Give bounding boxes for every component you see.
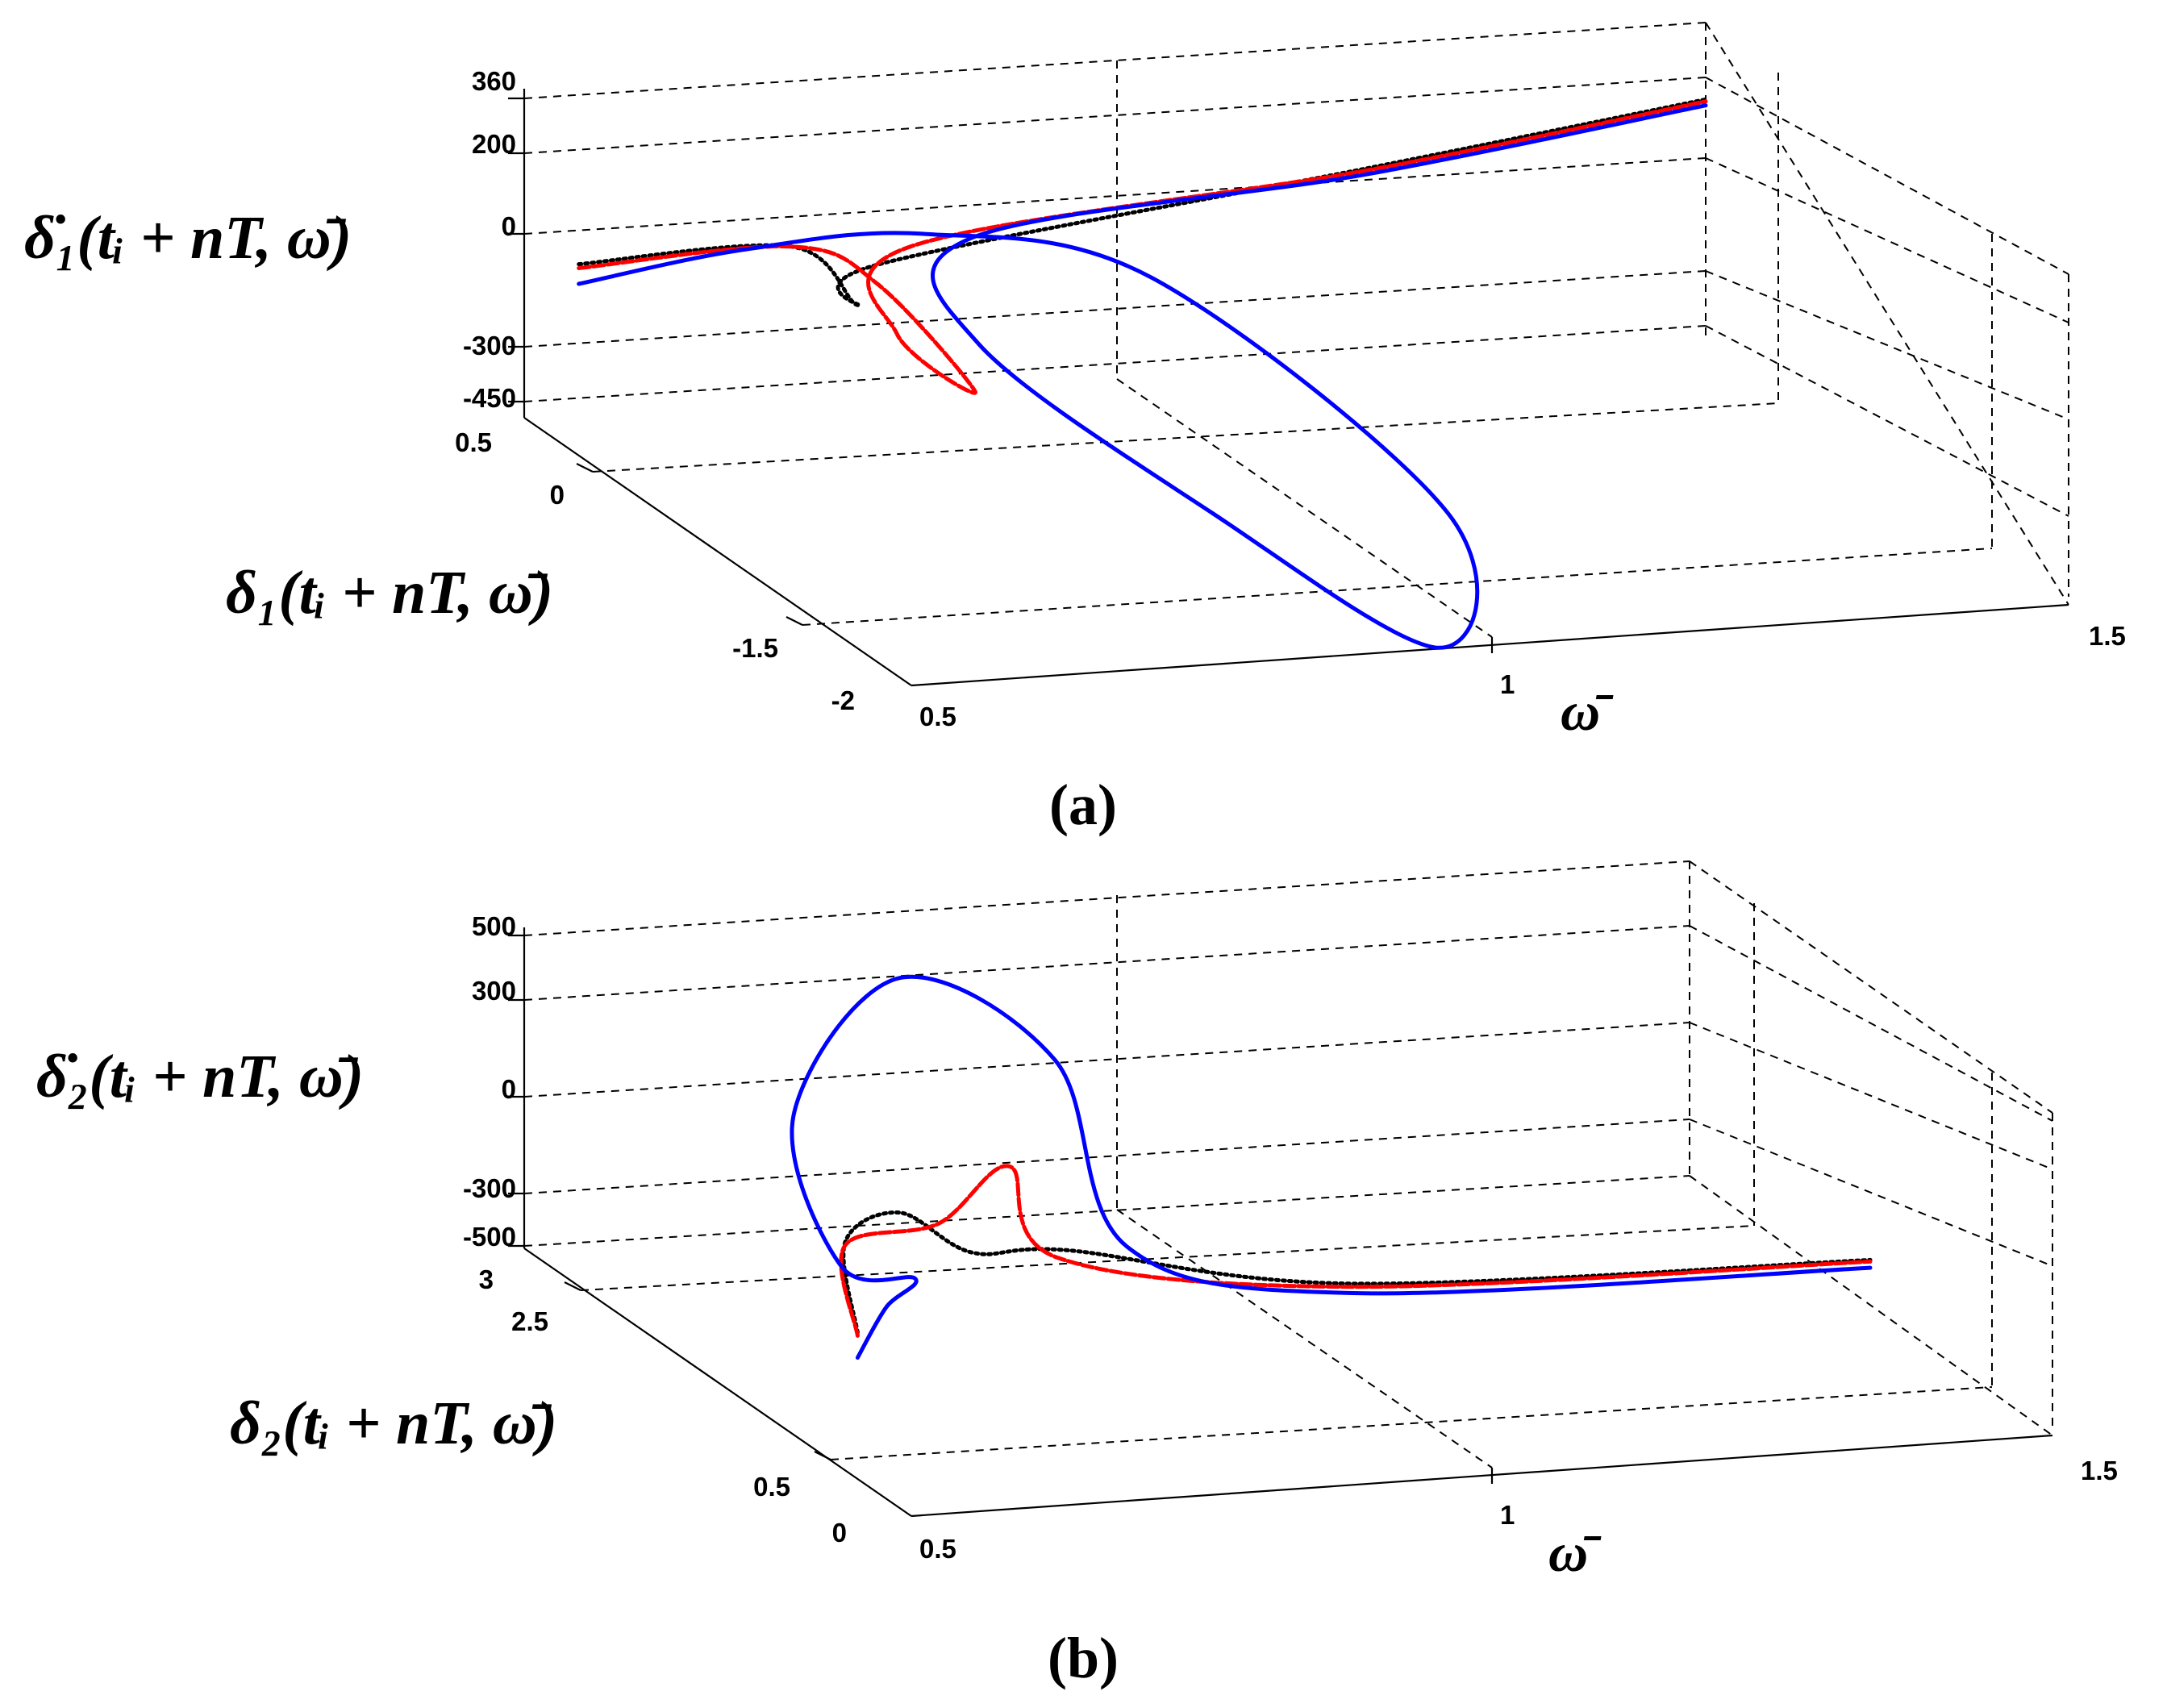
y-tick-label: 0.5 [753, 1472, 790, 1502]
y-tick-label: 3 [479, 1264, 494, 1294]
panel-b: 500 300 0 -300 -500 3 2.5 0.5 0 0.5 1 1.… [36, 860, 2118, 1690]
panel-b-z-ticks: 500 300 0 -300 -500 [463, 911, 516, 1252]
x-tick-label: 1.5 [2081, 1456, 2118, 1485]
panel-b-series [790, 974, 1873, 1360]
panel-b-y-ticks: 3 2.5 0.5 0 [479, 1264, 847, 1548]
z-tick-label: -300 [463, 331, 516, 360]
panel-a-label: (a) [1049, 773, 1117, 837]
panel-b-x-axis-label: ω̄ [1548, 1522, 1602, 1583]
z-tick-label: 0 [502, 1074, 516, 1104]
series-line-dashed [839, 1164, 1873, 1338]
panel-a-y-ticks: 0.5 0 -1.5 -2 [455, 427, 855, 715]
panel-a-x-axis-label: ω̄ [1561, 681, 1614, 742]
panel-a-series [577, 97, 1708, 650]
panel-b-z-axis-label: δ̇₂(tᵢ + nT, ω̄) [36, 1043, 364, 1110]
y-tick-label: 0 [832, 1518, 847, 1548]
panel-a-z-ticks: 360 200 0 -300 -450 [463, 66, 516, 413]
panel-b-label: (b) [1048, 1626, 1119, 1690]
y-tick-label: -1.5 [732, 633, 778, 663]
z-tick-label: 200 [472, 129, 516, 159]
y-tick-label: -2 [831, 685, 855, 715]
panel-a-x-ticks: 0.5 1 1.5 [919, 621, 2126, 731]
series-line-solid [790, 974, 1873, 1360]
z-tick-label: -300 [463, 1173, 516, 1203]
panel-b-y-axis-label: δ₂(tᵢ + nT, ω̄) [230, 1389, 557, 1457]
z-tick-label: -450 [463, 383, 516, 413]
x-tick-label: 0.5 [919, 702, 956, 731]
series-line-dotted [841, 1210, 1873, 1335]
x-tick-label: 1 [1500, 669, 1515, 699]
y-tick-label: 0.5 [455, 427, 492, 457]
panel-a-z-axis-label: δ̇₁(tᵢ + nT, ω̄) [24, 204, 352, 272]
panel-a-axes [508, 89, 2069, 687]
z-tick-label: 300 [472, 976, 516, 1006]
series-line-dashed [577, 99, 1708, 395]
panel-b-x-ticks: 0.5 1 1.5 [919, 1456, 2118, 1564]
series-line-solid [577, 103, 1708, 650]
panel-a-grid [523, 22, 2069, 638]
y-tick-label: 0 [550, 480, 565, 510]
z-tick-label: 500 [472, 911, 516, 941]
z-tick-label: 0 [502, 211, 516, 241]
panel-a: 360 200 0 -300 -450 0.5 0 -1.5 -2 0.5 1 … [24, 22, 2126, 837]
x-tick-label: 1.5 [2089, 621, 2126, 651]
panel-a-y-axis-label: δ₁(tᵢ + nT, ω̄) [226, 559, 553, 627]
z-tick-label: -500 [463, 1222, 516, 1252]
x-tick-label: 1 [1500, 1500, 1515, 1530]
panel-b-grid [523, 860, 2053, 1468]
panel-b-axes [508, 927, 2053, 1518]
z-tick-label: 360 [472, 66, 516, 96]
x-tick-label: 0.5 [919, 1534, 956, 1564]
y-tick-label: 2.5 [511, 1306, 548, 1336]
